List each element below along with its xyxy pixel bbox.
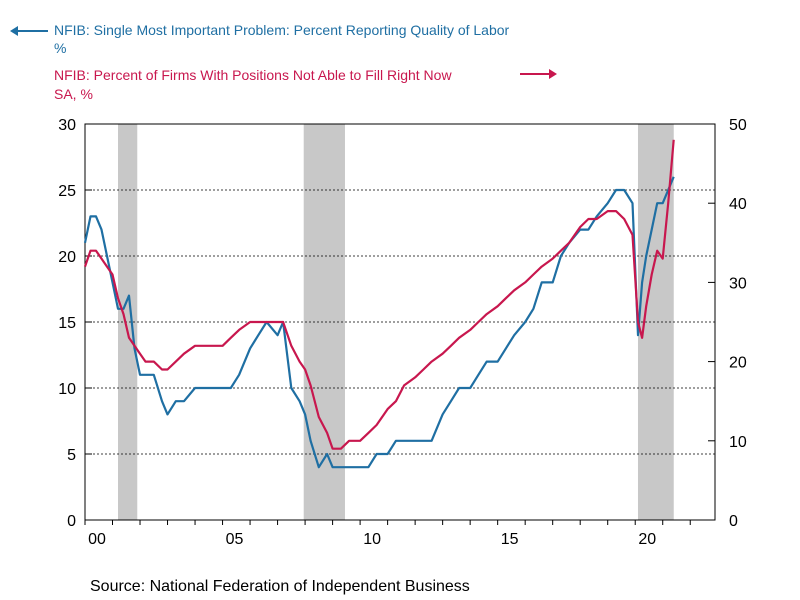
- series2-legend-label: NFIB: Percent of Firms With Positions No…: [54, 67, 452, 83]
- series-lines: [83, 139, 675, 469]
- right-tick-label: 10: [729, 434, 747, 451]
- left-tick-label: 0: [67, 513, 76, 530]
- axis-ticks: [84, 123, 715, 525]
- left-arrow-icon: [14, 30, 48, 32]
- series-line-1: [83, 176, 675, 469]
- source-note: Source: National Federation of Independe…: [90, 578, 470, 595]
- gridlines: [85, 189, 715, 455]
- series2-legend-unit: SA, %: [54, 86, 93, 102]
- left-tick-label: 25: [58, 183, 76, 200]
- plot-frame: [84, 123, 716, 521]
- x-tick-label: 20: [638, 531, 656, 548]
- x-tick-label: 10: [363, 531, 381, 548]
- left-tick-label: 30: [58, 117, 76, 134]
- series1-legend-unit: %: [54, 40, 67, 56]
- x-tick-label: 15: [501, 531, 519, 548]
- x-tick-label: 05: [226, 531, 244, 548]
- left-tick-label: 5: [67, 447, 76, 464]
- right-tick-label: 40: [729, 196, 747, 213]
- right-tick-label: 30: [729, 275, 747, 292]
- left-tick-label: 10: [58, 381, 76, 398]
- right-tick-label: 50: [729, 117, 747, 134]
- right-tick-label: 0: [729, 513, 738, 530]
- left-arrow-head-icon: [10, 26, 18, 36]
- series1-legend-label: NFIB: Single Most Important Problem: Per…: [54, 22, 510, 38]
- series-line-2: [83, 139, 675, 450]
- recession-band-0: [118, 124, 138, 520]
- right-arrow-head-icon: [549, 69, 557, 79]
- right-arrow-icon: [520, 73, 550, 75]
- left-tick-label: 15: [58, 315, 76, 332]
- x-tick-label: 00: [88, 531, 106, 548]
- right-tick-label: 20: [729, 355, 747, 372]
- left-tick-label: 20: [58, 249, 76, 266]
